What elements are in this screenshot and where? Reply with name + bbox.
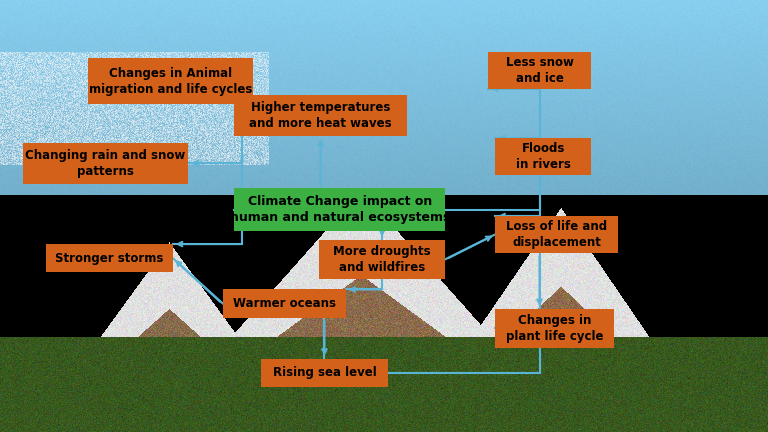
Text: Stronger storms: Stronger storms: [55, 251, 164, 265]
Text: Warmer oceans: Warmer oceans: [233, 297, 336, 310]
FancyBboxPatch shape: [223, 289, 346, 318]
Text: More droughts
and wildfires: More droughts and wildfires: [333, 245, 431, 274]
Text: Floods
in rivers: Floods in rivers: [516, 142, 571, 171]
FancyBboxPatch shape: [234, 188, 445, 231]
FancyBboxPatch shape: [88, 58, 253, 104]
FancyBboxPatch shape: [261, 359, 388, 387]
FancyBboxPatch shape: [488, 52, 591, 89]
FancyBboxPatch shape: [319, 240, 445, 279]
FancyBboxPatch shape: [46, 244, 173, 272]
Text: Changing rain and snow
patterns: Changing rain and snow patterns: [25, 149, 186, 178]
Text: Less snow
and ice: Less snow and ice: [505, 56, 574, 85]
Text: Changes in Animal
migration and life cycles: Changes in Animal migration and life cyc…: [89, 67, 253, 95]
Text: Climate Change impact on
human and natural ecosystems: Climate Change impact on human and natur…: [230, 195, 450, 224]
Text: Higher temperatures
and more heat waves: Higher temperatures and more heat waves: [250, 101, 392, 130]
Text: Loss of life and
displacement: Loss of life and displacement: [506, 220, 607, 249]
FancyBboxPatch shape: [234, 95, 407, 136]
FancyBboxPatch shape: [495, 216, 618, 253]
FancyBboxPatch shape: [495, 138, 591, 175]
FancyBboxPatch shape: [495, 309, 614, 348]
Text: Rising sea level: Rising sea level: [273, 366, 376, 379]
FancyBboxPatch shape: [23, 143, 188, 184]
Text: Changes in
plant life cycle: Changes in plant life cycle: [506, 314, 604, 343]
